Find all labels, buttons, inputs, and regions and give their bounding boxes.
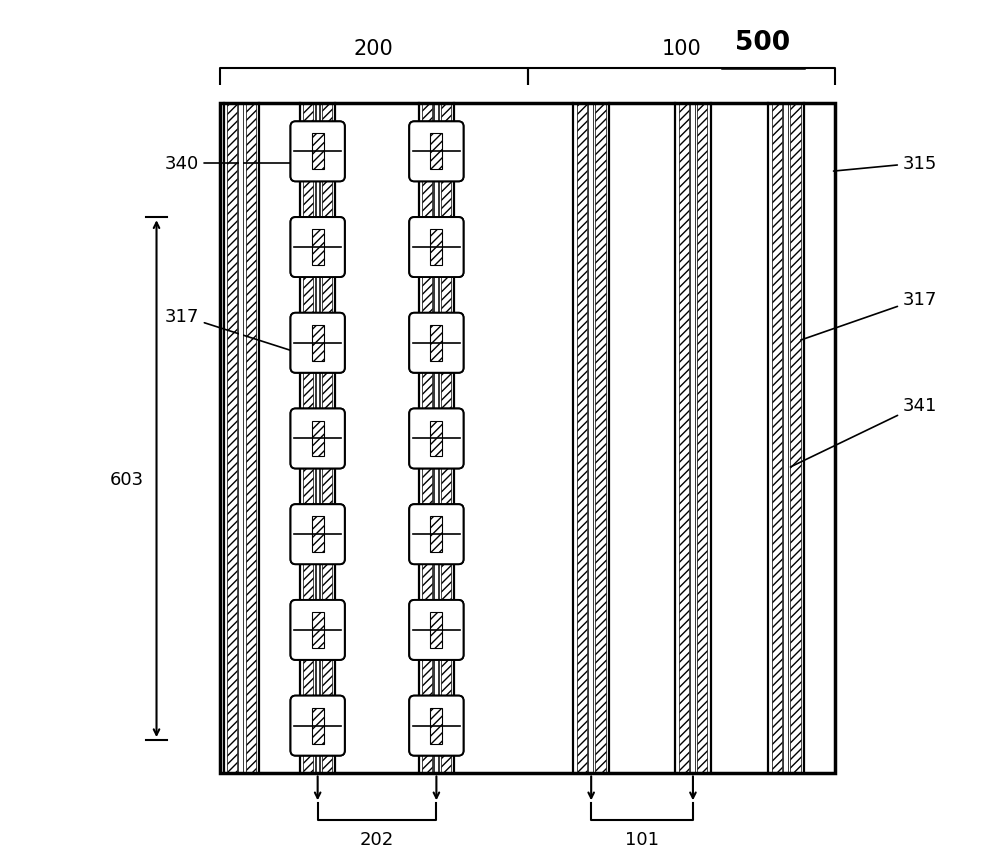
Bar — [312, 325, 324, 362]
Bar — [577, 104, 587, 773]
FancyBboxPatch shape — [291, 696, 345, 756]
FancyBboxPatch shape — [409, 600, 464, 660]
Bar — [312, 517, 324, 553]
Bar — [430, 325, 442, 362]
Bar — [430, 230, 442, 266]
Bar — [220, 104, 835, 773]
Bar — [227, 104, 237, 773]
Bar — [430, 517, 442, 553]
FancyBboxPatch shape — [409, 122, 464, 182]
FancyBboxPatch shape — [409, 218, 464, 278]
Text: 340: 340 — [165, 155, 304, 173]
FancyBboxPatch shape — [291, 600, 345, 660]
FancyBboxPatch shape — [291, 313, 345, 374]
Text: 202: 202 — [360, 830, 394, 848]
Bar — [430, 708, 442, 744]
FancyBboxPatch shape — [409, 505, 464, 565]
Bar — [784, 104, 788, 773]
Text: 315: 315 — [834, 155, 937, 173]
FancyBboxPatch shape — [409, 600, 464, 660]
Bar — [422, 104, 432, 773]
FancyBboxPatch shape — [291, 696, 345, 756]
Bar — [312, 230, 324, 266]
Bar — [312, 421, 324, 457]
Bar — [312, 325, 324, 362]
Text: 317: 317 — [165, 307, 312, 357]
Bar — [430, 612, 442, 648]
Bar — [312, 421, 324, 457]
FancyBboxPatch shape — [291, 218, 345, 278]
FancyBboxPatch shape — [409, 313, 464, 374]
FancyBboxPatch shape — [291, 122, 345, 182]
FancyBboxPatch shape — [291, 122, 345, 182]
FancyBboxPatch shape — [409, 218, 464, 278]
Bar — [312, 230, 324, 266]
Bar — [220, 104, 835, 773]
Bar — [691, 104, 695, 773]
FancyBboxPatch shape — [409, 505, 464, 565]
Bar — [430, 421, 442, 457]
FancyBboxPatch shape — [409, 696, 464, 756]
Bar — [430, 134, 442, 170]
Bar — [790, 104, 801, 773]
Bar — [303, 104, 313, 773]
Bar — [312, 517, 324, 553]
Bar — [312, 134, 324, 170]
Bar — [322, 104, 332, 773]
FancyBboxPatch shape — [291, 409, 345, 469]
FancyBboxPatch shape — [291, 409, 345, 469]
FancyBboxPatch shape — [409, 409, 464, 469]
FancyBboxPatch shape — [291, 505, 345, 565]
Bar — [430, 134, 442, 170]
Text: 603: 603 — [110, 470, 144, 488]
Bar — [430, 421, 442, 457]
Text: 500: 500 — [735, 30, 790, 56]
Bar — [312, 134, 324, 170]
FancyBboxPatch shape — [291, 313, 345, 374]
FancyBboxPatch shape — [291, 505, 345, 565]
Bar — [312, 612, 324, 648]
Bar — [312, 708, 324, 744]
Text: 200: 200 — [354, 39, 394, 59]
Text: 100: 100 — [661, 39, 701, 59]
Text: 101: 101 — [625, 830, 659, 848]
Bar — [430, 708, 442, 744]
Bar — [697, 104, 707, 773]
Bar — [239, 104, 243, 773]
Bar — [312, 612, 324, 648]
Bar — [246, 104, 256, 773]
Text: 317: 317 — [801, 290, 937, 341]
Bar — [441, 104, 451, 773]
FancyBboxPatch shape — [409, 409, 464, 469]
Bar — [430, 230, 442, 266]
Bar — [430, 325, 442, 362]
FancyBboxPatch shape — [409, 122, 464, 182]
Bar — [772, 104, 782, 773]
Bar — [430, 517, 442, 553]
Bar — [589, 104, 593, 773]
Text: 341: 341 — [790, 396, 937, 468]
Bar — [679, 104, 689, 773]
Bar — [430, 612, 442, 648]
FancyBboxPatch shape — [409, 696, 464, 756]
FancyBboxPatch shape — [409, 313, 464, 374]
FancyBboxPatch shape — [291, 218, 345, 278]
Bar — [595, 104, 606, 773]
Bar — [312, 708, 324, 744]
FancyBboxPatch shape — [291, 600, 345, 660]
